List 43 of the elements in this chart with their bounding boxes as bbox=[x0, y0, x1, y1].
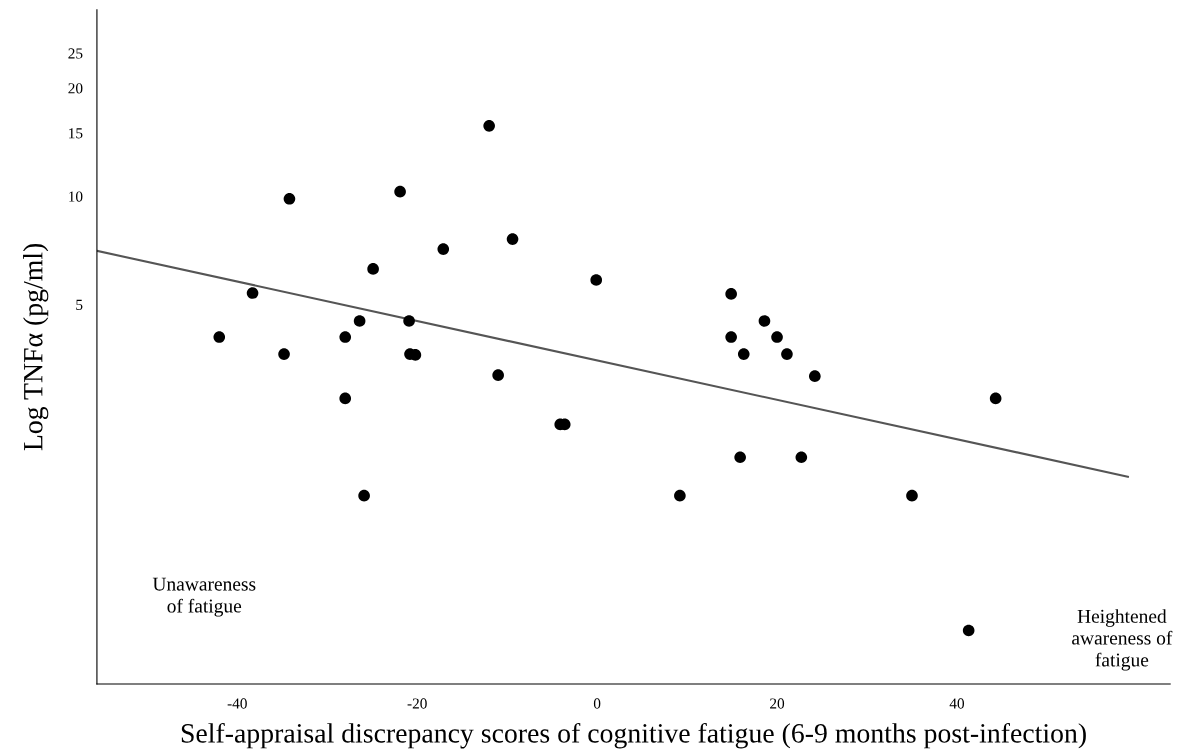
point bbox=[394, 185, 406, 198]
y-axis-title: Log TNFα (pg/ml) bbox=[23, 243, 49, 451]
point bbox=[674, 489, 686, 502]
point bbox=[725, 288, 737, 300]
y-tick-label: 10 bbox=[69, 191, 83, 202]
x-axis-title: Self-appraisal discrepancy scores of cognitive fatigue (6-9 months post-infection) bbox=[181, 722, 1086, 749]
point bbox=[506, 233, 519, 245]
point bbox=[771, 331, 783, 343]
annotation: Unawareness of fatigue bbox=[152, 577, 256, 617]
point bbox=[283, 192, 296, 205]
y-tick-label: 20 bbox=[68, 83, 83, 94]
point bbox=[725, 331, 737, 343]
point bbox=[492, 369, 504, 381]
point bbox=[590, 274, 603, 286]
point bbox=[246, 287, 259, 299]
point bbox=[339, 331, 352, 343]
x-tick-label: -40 bbox=[227, 698, 247, 709]
x-tick-label: 40 bbox=[949, 698, 965, 709]
point bbox=[734, 451, 746, 464]
point bbox=[906, 489, 918, 502]
annotation: Heightened awareness of fatigue bbox=[1072, 609, 1173, 671]
y-tick-label: 25 bbox=[68, 48, 83, 59]
point bbox=[962, 624, 975, 637]
point bbox=[437, 243, 450, 255]
point bbox=[213, 331, 226, 343]
y-tick-label: 15 bbox=[69, 128, 83, 139]
point bbox=[758, 315, 771, 327]
point bbox=[353, 315, 366, 327]
y-tick-label: 5 bbox=[76, 299, 83, 310]
x-tick-label: 0 bbox=[593, 698, 601, 709]
point bbox=[483, 120, 495, 132]
point bbox=[403, 315, 415, 327]
point bbox=[339, 392, 352, 405]
point bbox=[781, 348, 793, 360]
point bbox=[367, 263, 379, 275]
point bbox=[358, 489, 370, 502]
point bbox=[278, 348, 290, 360]
x-tick-label: 20 bbox=[770, 698, 785, 709]
point bbox=[795, 451, 808, 464]
point bbox=[989, 392, 1002, 405]
point bbox=[737, 348, 750, 360]
point bbox=[809, 370, 821, 382]
x-tick-label: -20 bbox=[407, 698, 427, 709]
